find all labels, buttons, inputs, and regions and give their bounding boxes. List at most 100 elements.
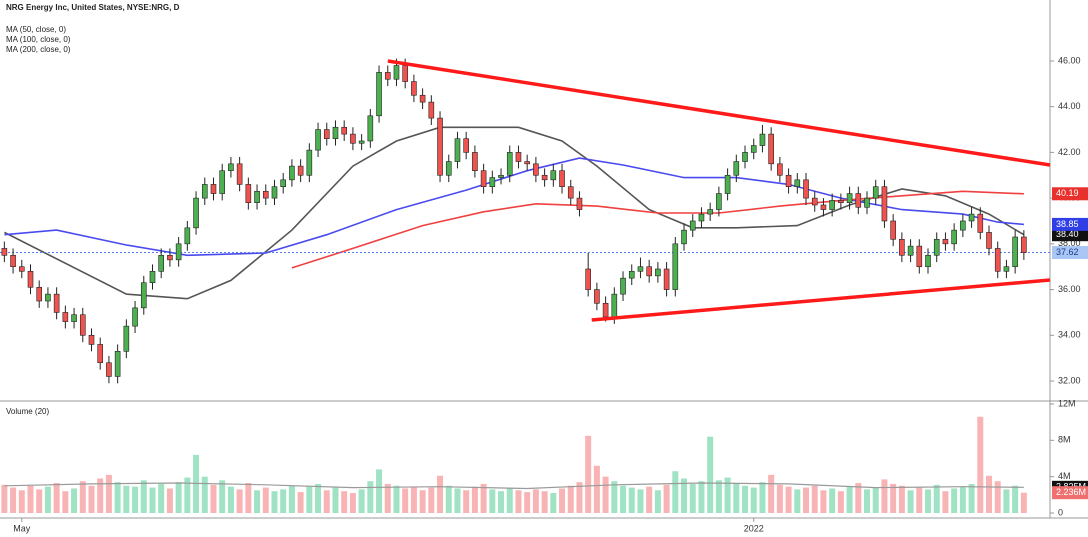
candle-body [655, 268, 661, 277]
candle-body [1012, 236, 1018, 268]
y-tick-label: 44.00 [1058, 101, 1081, 111]
volume-tick-label: 4M [1058, 471, 1071, 481]
volume-bar [358, 489, 365, 513]
candle-body [97, 344, 104, 364]
candle-body [733, 161, 740, 176]
volume-bar [541, 491, 548, 513]
volume-bar [515, 490, 522, 513]
volume-bar [419, 490, 426, 513]
candle-body [393, 65, 400, 80]
candle-body [280, 179, 286, 187]
volume-bar [916, 487, 923, 513]
candle-body [53, 293, 60, 313]
candle-body [585, 268, 591, 290]
volume-bar [498, 491, 505, 513]
ma-value-label: 40.19 [1056, 188, 1079, 198]
volume-bar [1003, 489, 1010, 513]
candle-body [123, 325, 130, 352]
volume-bar [445, 485, 452, 513]
volume-bar [262, 487, 269, 513]
last-price-label-box [1052, 246, 1088, 260]
candle-body [45, 293, 51, 302]
candle-body [18, 266, 25, 272]
volume-bar [829, 488, 836, 513]
candle-body [306, 149, 313, 176]
candle-body [498, 174, 504, 178]
candle-body [986, 232, 992, 249]
volume-bar [489, 489, 496, 513]
candle-body [646, 266, 652, 277]
volume-bar [890, 483, 897, 513]
legend-entry: MA (100, close, 0) [6, 35, 71, 44]
volume-bar [951, 488, 958, 513]
candle-body [289, 165, 295, 181]
candle-body [297, 165, 304, 176]
candle-body [402, 65, 408, 82]
volume-bar [681, 478, 688, 513]
volume-bar [733, 483, 740, 513]
volume-bar [288, 485, 295, 513]
volume-bar [794, 489, 801, 513]
volume-bar [349, 493, 356, 513]
candle-body [36, 286, 43, 302]
volume-bar [280, 489, 287, 513]
candle-body [724, 174, 731, 194]
candle-body [567, 186, 574, 199]
legend-entry: MA (200, close, 0) [6, 45, 71, 54]
candle-body [201, 184, 208, 199]
candle-body [1021, 236, 1027, 253]
volume-bar [602, 476, 609, 513]
candle-body [602, 302, 609, 318]
candle-body [358, 140, 365, 144]
volume-bar [384, 483, 391, 513]
candle-body [228, 163, 234, 171]
candle-body [620, 277, 626, 295]
volume-bar [175, 482, 182, 513]
volume-bar [463, 490, 470, 513]
volume-bar [105, 474, 112, 513]
volume-bar [1, 484, 8, 513]
volume-bar [506, 487, 513, 513]
candle-body [933, 238, 940, 256]
volume-bar [820, 490, 827, 513]
volume-bar [715, 480, 722, 513]
volume-bar [140, 480, 147, 513]
trendline [591, 278, 1051, 322]
candle-body [960, 220, 966, 231]
volume-bar [184, 477, 191, 513]
volume-bar [323, 490, 330, 513]
volume-bar [1020, 492, 1027, 513]
volume-bar [672, 471, 679, 513]
candle-body [707, 209, 713, 215]
candle-body [184, 227, 191, 245]
candle-body [367, 115, 374, 142]
candle-body [768, 133, 774, 165]
candle-body [942, 238, 949, 245]
candle-body [428, 101, 435, 119]
volume-bar [759, 482, 766, 513]
x-tick-label: 2022 [744, 523, 764, 533]
volume-bar [698, 481, 705, 513]
volume-bar [254, 490, 261, 513]
candle-body [114, 351, 121, 377]
volume-bar [306, 486, 313, 513]
candle-body [838, 200, 844, 203]
volume-bar [367, 481, 374, 513]
candle-body [916, 245, 923, 268]
candle-body [559, 170, 565, 187]
volume-bar [742, 485, 749, 513]
volume-bar [611, 481, 618, 513]
candle-body [445, 161, 452, 176]
volume-bar [428, 487, 435, 513]
ma-line [4, 157, 1024, 257]
volume-bar [219, 480, 226, 513]
volume-value-label: 2.236M [1056, 487, 1086, 497]
volume-bar [297, 492, 304, 513]
volume-bar [132, 486, 139, 513]
volume-tick-label: 0 [1058, 507, 1063, 517]
ma-line [291, 190, 1024, 269]
y-tick-label: 42.00 [1058, 147, 1081, 157]
candle-body [10, 254, 16, 268]
candle-body [219, 170, 225, 194]
